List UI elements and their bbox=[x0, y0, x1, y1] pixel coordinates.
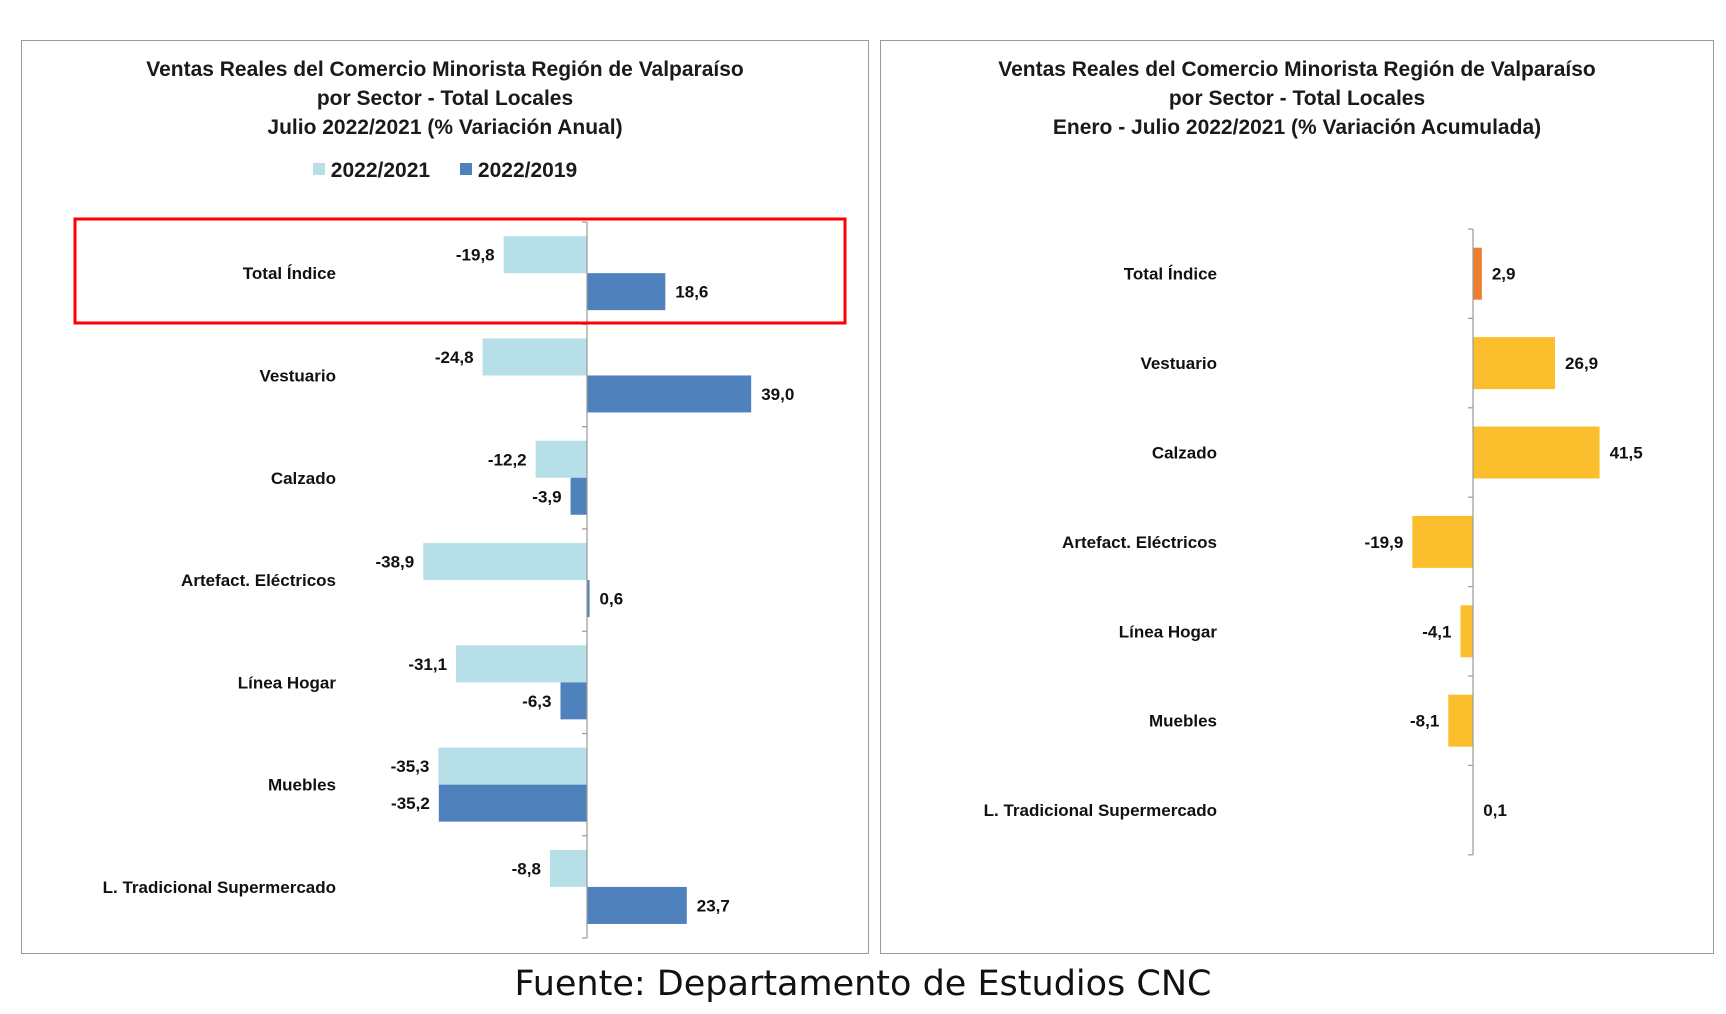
category-label: L. Tradicional Supermercado bbox=[984, 801, 1217, 820]
category-label: L. Tradicional Supermercado bbox=[103, 878, 336, 897]
bar-series-1 bbox=[535, 440, 587, 478]
data-label: 0,1 bbox=[1483, 801, 1507, 820]
data-label: -4,1 bbox=[1422, 622, 1451, 641]
data-label: -8,1 bbox=[1410, 712, 1439, 731]
left-chart-title: Ventas Reales del Comercio Minorista Reg… bbox=[22, 55, 868, 142]
data-label: -12,2 bbox=[488, 450, 527, 469]
right-title-line-3: Enero - Julio 2022/2021 (% Variación Acu… bbox=[1052, 116, 1542, 139]
left-title-line-3: Julio 2022/2021 (% Variación Anual) bbox=[267, 116, 623, 139]
data-label: 18,6 bbox=[675, 283, 708, 302]
data-label: -38,9 bbox=[375, 553, 414, 572]
left-title-line-2: por Sector - Total Locales bbox=[316, 87, 574, 110]
right-chart-panel: Ventas Reales del Comercio Minorista Reg… bbox=[880, 40, 1714, 954]
data-label: -35,2 bbox=[391, 794, 430, 813]
category-label: Total Índice bbox=[1124, 265, 1217, 284]
data-label: 23,7 bbox=[697, 896, 730, 915]
bar-series-1 bbox=[423, 543, 587, 581]
bar-series-2 bbox=[587, 580, 590, 618]
bar bbox=[1473, 337, 1556, 390]
bar-series-1 bbox=[456, 645, 587, 683]
right-title-line-1: Ventas Reales del Comercio Minorista Reg… bbox=[998, 58, 1596, 81]
category-label: Vestuario bbox=[259, 366, 336, 385]
category-label: Muebles bbox=[268, 776, 336, 795]
data-label: -6,3 bbox=[522, 692, 551, 711]
bar-series-2 bbox=[438, 784, 587, 822]
data-label: -3,9 bbox=[532, 487, 561, 506]
bar bbox=[1473, 247, 1482, 300]
right-chart-title: Ventas Reales del Comercio Minorista Reg… bbox=[881, 55, 1713, 142]
bar bbox=[1473, 426, 1600, 479]
data-label: 2,9 bbox=[1492, 265, 1516, 284]
data-label: 26,9 bbox=[1565, 354, 1598, 373]
left-chart-plot: Total Índice -19,8 18,6 Vestuario -24,8 39,0 C… bbox=[73, 217, 847, 939]
bar bbox=[1412, 515, 1473, 568]
data-label: -31,1 bbox=[408, 655, 447, 674]
bar bbox=[1448, 694, 1473, 747]
data-label: -8,8 bbox=[512, 859, 541, 878]
right-chart-plot: Total Índice 2,9 Vestuario 26,9 Calzado 41,5 A… bbox=[984, 228, 1643, 856]
category-label: Artefact. Eléctricos bbox=[181, 571, 336, 590]
bar-series-1 bbox=[549, 849, 587, 887]
data-label: -35,3 bbox=[391, 757, 430, 776]
legend-label-series-2: 2022/2019 bbox=[477, 159, 578, 182]
highlight-box bbox=[73, 217, 847, 325]
data-label: 41,5 bbox=[1610, 444, 1643, 463]
bar-series-2 bbox=[587, 273, 666, 311]
data-label: -19,8 bbox=[456, 246, 495, 265]
left-chart-legend: 2022/2021 2022/2019 bbox=[22, 159, 868, 183]
bar-series-1 bbox=[438, 747, 587, 785]
legend-label-series-1: 2022/2021 bbox=[330, 159, 431, 182]
legend-swatch-series-2 bbox=[459, 163, 472, 176]
bar-series-2 bbox=[570, 477, 587, 515]
bar-series-1 bbox=[482, 338, 587, 376]
category-label: Total Índice bbox=[243, 264, 336, 283]
data-label: -19,9 bbox=[1365, 533, 1404, 552]
bar-series-2 bbox=[560, 682, 587, 720]
legend-item-series-1: 2022/2021 bbox=[312, 159, 431, 183]
category-label: Línea Hogar bbox=[1119, 622, 1218, 641]
bar-series-2 bbox=[587, 886, 687, 924]
source-caption: Fuente: Departamento de Estudios CNC bbox=[514, 964, 1212, 1004]
data-label: -24,8 bbox=[435, 348, 474, 367]
category-label: Muebles bbox=[1149, 712, 1217, 731]
category-label: Vestuario bbox=[1140, 354, 1217, 373]
data-label: 0,6 bbox=[600, 590, 624, 609]
data-label: 39,0 bbox=[761, 385, 794, 404]
left-chart-panel: Ventas Reales del Comercio Minorista Reg… bbox=[21, 40, 869, 954]
category-label: Calzado bbox=[1152, 444, 1217, 463]
bar-series-1 bbox=[503, 236, 587, 274]
right-title-line-2: por Sector - Total Locales bbox=[1168, 87, 1426, 110]
bar-series-2 bbox=[587, 375, 752, 413]
category-label: Artefact. Eléctricos bbox=[1062, 533, 1217, 552]
legend-swatch-series-1 bbox=[312, 163, 325, 176]
category-label: Línea Hogar bbox=[238, 673, 337, 692]
bar bbox=[1460, 605, 1473, 658]
legend-item-series-2: 2022/2019 bbox=[459, 159, 578, 183]
category-label: Calzado bbox=[271, 469, 336, 488]
left-title-line-1: Ventas Reales del Comercio Minorista Reg… bbox=[146, 58, 744, 81]
